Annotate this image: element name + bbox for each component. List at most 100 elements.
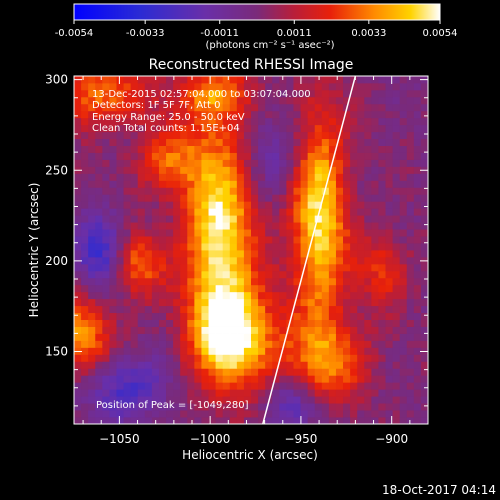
heatmap-cell xyxy=(102,131,110,140)
heatmap-cell xyxy=(123,312,132,320)
heatmap-cell xyxy=(236,222,245,230)
heatmap-cell xyxy=(88,138,96,146)
heatmap-cell xyxy=(279,305,287,314)
heatmap-cell xyxy=(335,375,344,383)
heatmap-cell xyxy=(258,89,266,98)
heatmap-cell xyxy=(371,375,379,383)
heatmap-cell xyxy=(158,138,167,146)
heatmap-cell xyxy=(81,263,89,272)
heatmap-cell xyxy=(81,166,89,174)
heatmap-cell xyxy=(279,354,287,362)
heatmap-cell xyxy=(158,277,167,286)
heatmap-cell xyxy=(215,333,224,341)
heatmap-cell xyxy=(109,312,117,320)
heatmap-cell xyxy=(378,298,386,307)
heatmap-cell xyxy=(137,340,146,348)
heatmap-cell xyxy=(371,110,379,119)
heatmap-cell xyxy=(187,263,195,272)
heatmap-cell xyxy=(314,180,323,188)
heatmap-cell xyxy=(236,131,245,140)
heatmap-cell xyxy=(265,354,273,362)
heatmap-cell xyxy=(392,382,401,390)
y-tick-label: 200 xyxy=(45,254,68,268)
heatmap-cell xyxy=(123,284,132,293)
heatmap-cell xyxy=(371,138,379,146)
heatmap-cell xyxy=(343,284,351,293)
heatmap-cell xyxy=(208,347,216,355)
heatmap-cell xyxy=(173,138,181,146)
heatmap-cell xyxy=(406,250,415,258)
heatmap-cell xyxy=(385,291,393,300)
heatmap-cell xyxy=(243,96,252,105)
heatmap-cell xyxy=(173,208,181,216)
heatmap-cell xyxy=(173,166,181,174)
heatmap-cell xyxy=(201,243,209,251)
heatmap-cell xyxy=(137,333,146,341)
heatmap-cell xyxy=(116,243,124,251)
heatmap-cell xyxy=(265,263,273,272)
heatmap-cell xyxy=(279,270,287,279)
heatmap-cell xyxy=(350,89,358,98)
heatmap-cell xyxy=(88,382,96,390)
heatmap-cell xyxy=(74,298,82,307)
heatmap-cell xyxy=(102,229,110,237)
heatmap-cell xyxy=(144,243,153,251)
heatmap-cell xyxy=(286,263,294,272)
heatmap-cell xyxy=(123,417,132,424)
heatmap-cell xyxy=(229,403,238,411)
heatmap-cell xyxy=(413,368,422,376)
heatmap-cell xyxy=(130,82,139,91)
heatmap-cell xyxy=(109,180,117,188)
heatmap-cell xyxy=(109,89,117,98)
heatmap-cell xyxy=(300,326,309,334)
heatmap-cell xyxy=(265,333,273,341)
heatmap-cell xyxy=(279,236,287,244)
heatmap-cell xyxy=(385,201,393,209)
heatmap-cell xyxy=(399,319,408,327)
heatmap-cell xyxy=(406,256,415,265)
heatmap-cell xyxy=(194,159,202,167)
heatmap-cell xyxy=(173,326,181,334)
heatmap-cell xyxy=(371,417,379,424)
heatmap-cell xyxy=(116,110,124,119)
heatmap-cell xyxy=(420,229,428,237)
heatmap-cell xyxy=(215,361,224,369)
heatmap-cell xyxy=(166,368,174,376)
heatmap-cell xyxy=(378,236,386,244)
heatmap-cell xyxy=(307,291,316,300)
heatmap-cell xyxy=(158,201,167,209)
heatmap-cell xyxy=(251,145,259,153)
heatmap-cell xyxy=(137,389,146,397)
heatmap-cell xyxy=(187,145,195,153)
heatmap-cell xyxy=(222,375,231,383)
heatmap-cell xyxy=(173,82,181,91)
heatmap-cell xyxy=(102,382,110,390)
heatmap-cell xyxy=(109,243,117,251)
heatmap-cell xyxy=(123,145,132,153)
heatmap-cell xyxy=(215,354,224,362)
heatmap-cell xyxy=(74,354,82,362)
heatmap-cell xyxy=(307,410,316,418)
heatmap-cell xyxy=(180,354,188,362)
heatmap-cell xyxy=(286,361,294,369)
heatmap-cell xyxy=(251,277,259,286)
heatmap-cell xyxy=(137,187,146,195)
heatmap-cell xyxy=(413,138,422,146)
heatmap-cell xyxy=(123,326,132,334)
heatmap-cell xyxy=(215,89,224,98)
heatmap-cell xyxy=(272,403,280,411)
heatmap-cell xyxy=(392,263,401,272)
heatmap-cell xyxy=(187,312,195,320)
heatmap-cell xyxy=(378,410,386,418)
heatmap-cell xyxy=(180,368,188,376)
heatmap-cell xyxy=(180,180,188,188)
heatmap-cell xyxy=(357,117,365,126)
heatmap-cell xyxy=(350,389,358,397)
heatmap-cell xyxy=(173,263,181,272)
heatmap-cell xyxy=(116,180,124,188)
heatmap-cell xyxy=(208,145,216,153)
heatmap-cell xyxy=(130,243,139,251)
heatmap-cell xyxy=(314,166,323,174)
heatmap-cell xyxy=(74,250,82,258)
heatmap-cell xyxy=(109,347,117,355)
